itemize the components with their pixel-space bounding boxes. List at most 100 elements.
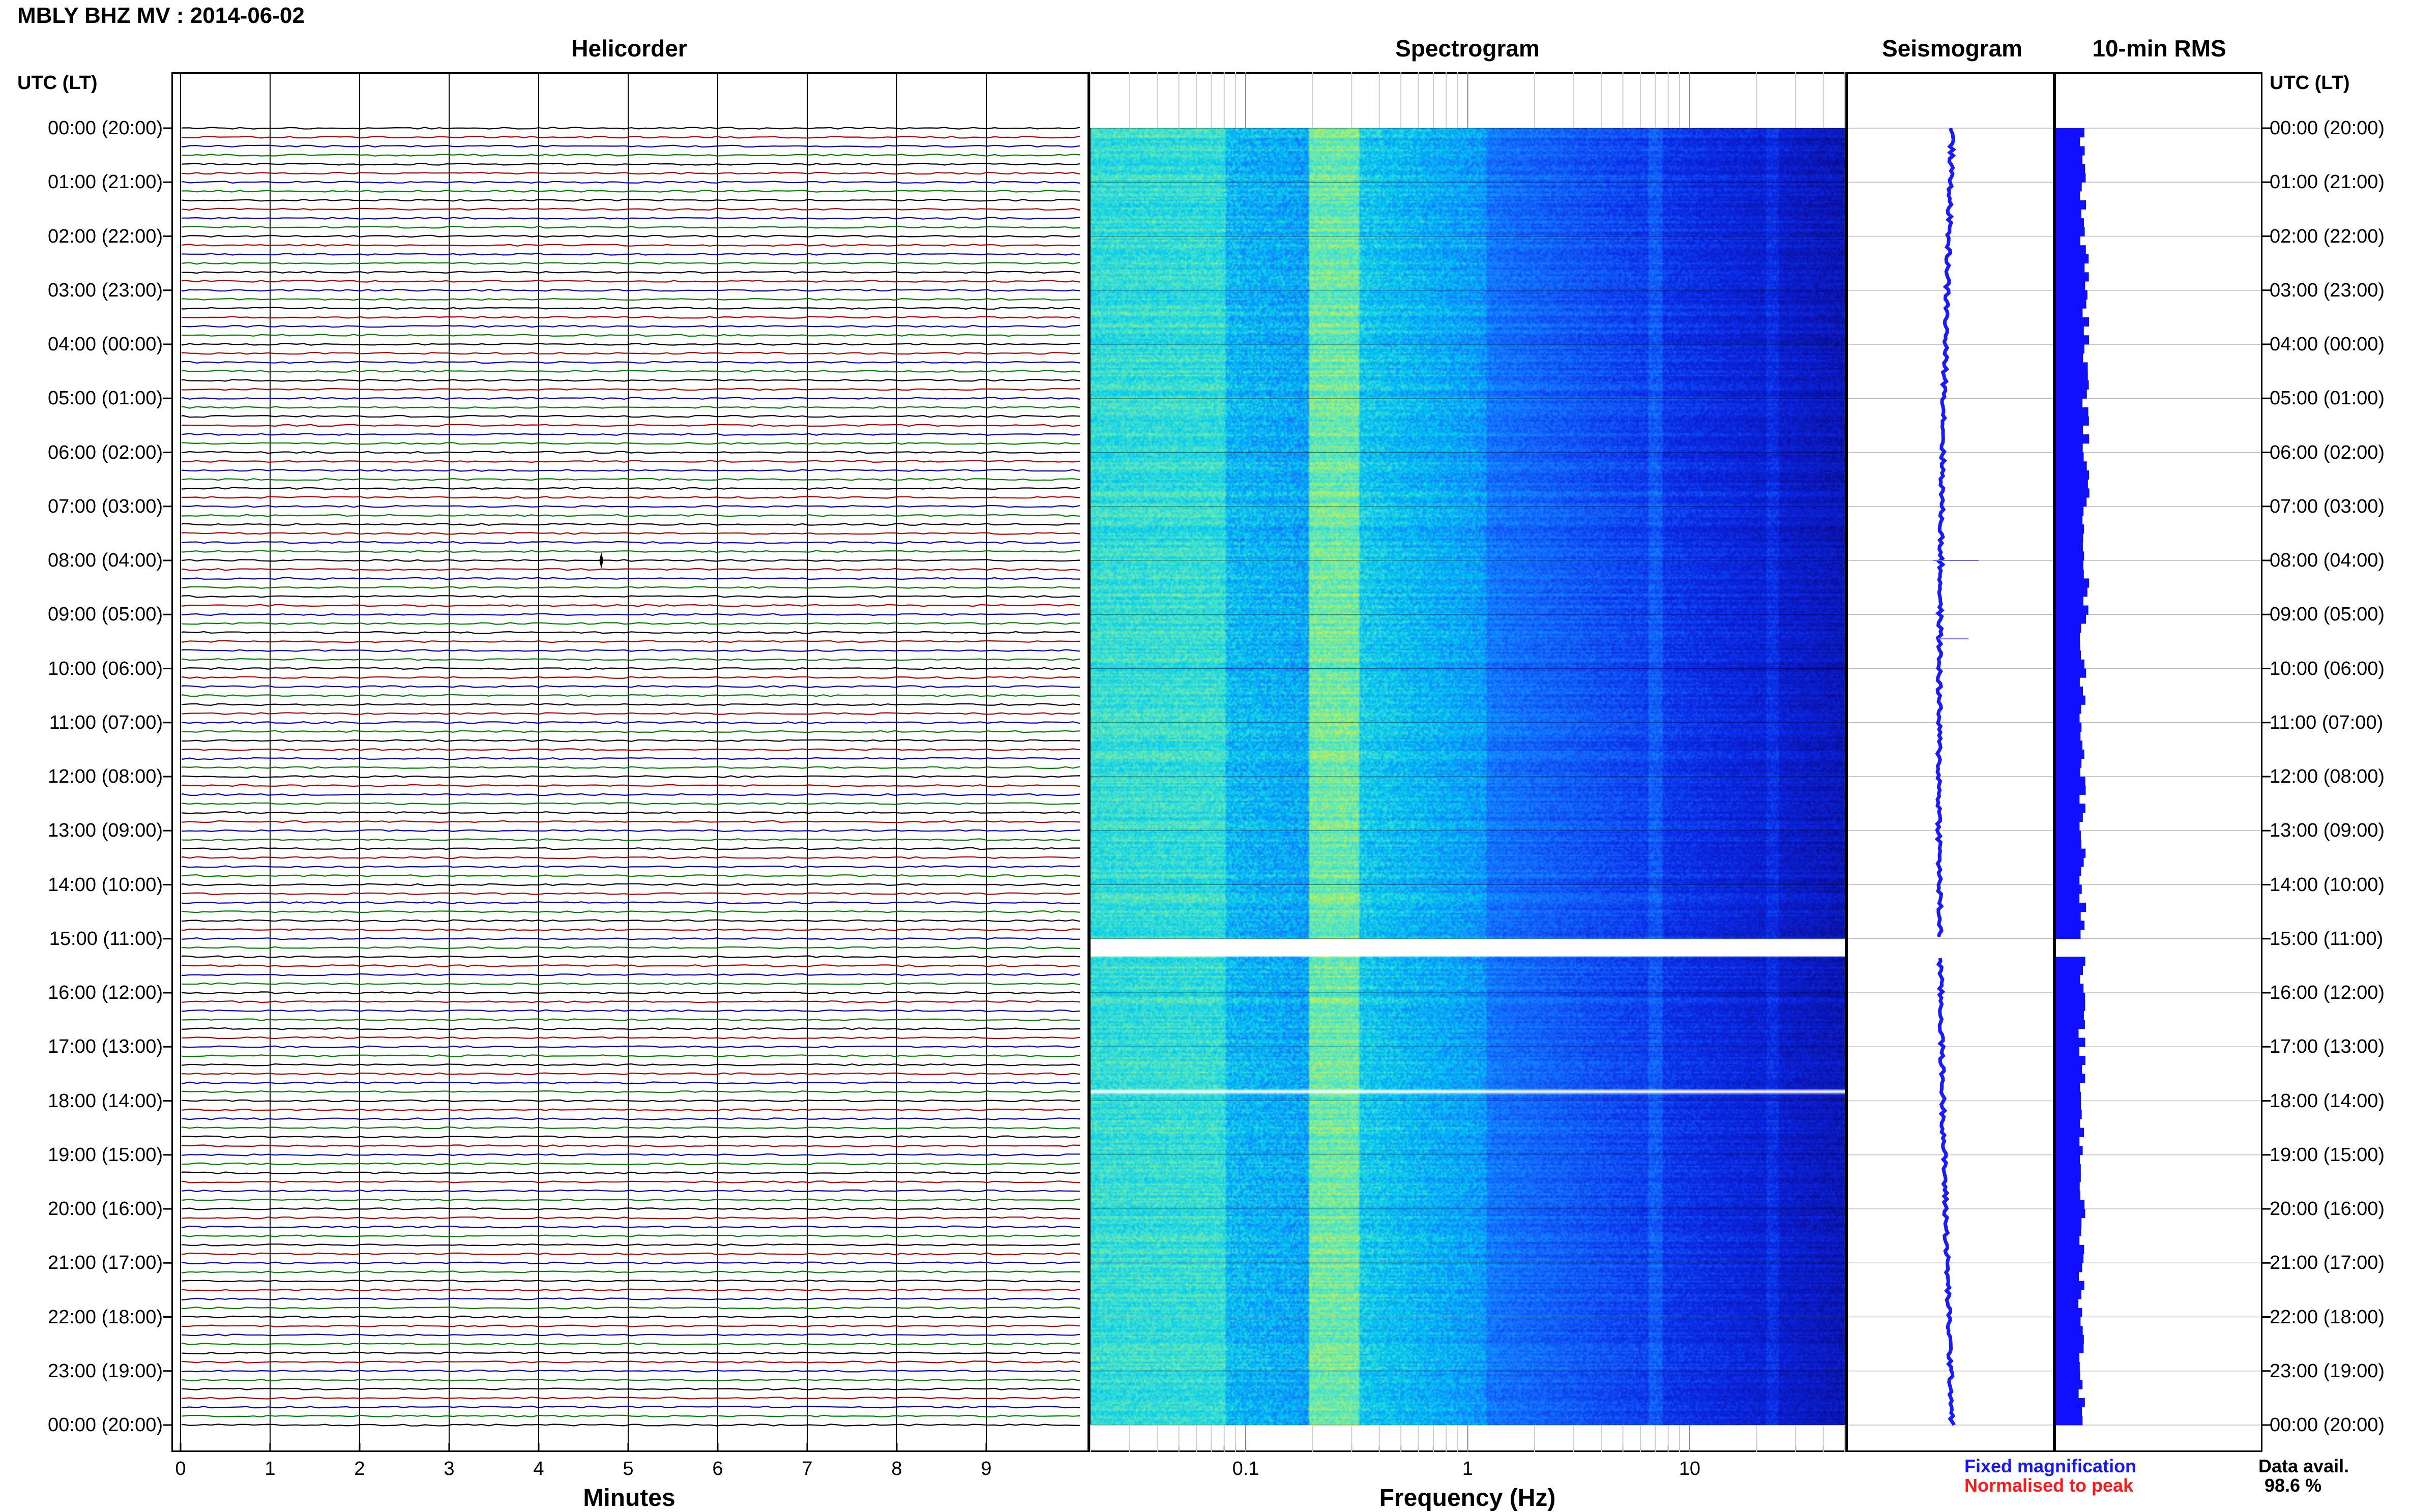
rms-bar [2056, 1299, 2079, 1309]
time-label-left: 14:00 (10:00) [47, 874, 163, 896]
time-label-right: 19:00 (15:00) [2270, 1144, 2385, 1166]
rms-bar [2056, 1191, 2080, 1200]
helicorder-trace [181, 982, 1080, 986]
helicorder-trace [181, 334, 1080, 337]
rms-bar [2056, 1154, 2080, 1164]
rms-bar [2056, 614, 2086, 624]
helicorder-title: Helicorder [571, 35, 687, 62]
rms-bar [2056, 344, 2084, 354]
helicorder-trace [181, 351, 1080, 355]
time-label-right: 04:00 (00:00) [2270, 334, 2385, 355]
rms-bar [2056, 1271, 2079, 1282]
rms-bar [2056, 443, 2083, 453]
helicorder-trace [181, 865, 1080, 868]
rms-bar [2056, 1353, 2080, 1362]
rms-bar [2056, 353, 2083, 363]
rms-bar [2056, 1101, 2081, 1110]
rms-bar [2056, 335, 2090, 345]
helicorder-trace [181, 397, 1080, 400]
rms-bar [2056, 911, 2081, 921]
legend-normalised-to-peak: Normalised to peak [1964, 1475, 2134, 1496]
time-label-right: 12:00 (08:00) [2270, 766, 2385, 787]
rms-bar [2056, 722, 2082, 732]
rms-bar [2056, 407, 2089, 417]
helicorder-trace [181, 1225, 1080, 1229]
helicorder-trace [181, 1243, 1080, 1247]
spectrogram-title: Spectrogram [1395, 35, 1540, 62]
rms-bar [2056, 497, 2087, 507]
time-label-left: 07:00 (03:00) [47, 495, 163, 517]
helicorder-trace [181, 811, 1080, 814]
rms-bar [2056, 1281, 2084, 1290]
rms-bar [2056, 1236, 2080, 1246]
helicorder-trace [181, 1018, 1080, 1021]
rms-bar [2056, 236, 2080, 246]
helicorder-trace [181, 1378, 1080, 1382]
rms-bar [2056, 1118, 2080, 1129]
rms-bar [2056, 1011, 2084, 1020]
rms-bar [2056, 1407, 2082, 1416]
helicorder-trace [181, 1297, 1080, 1300]
rms-bar [2056, 894, 2080, 903]
helicorder-trace [181, 676, 1080, 679]
rms-bar [2056, 587, 2087, 597]
helicorder-trace [181, 414, 1080, 418]
rms-bar [2056, 389, 2087, 399]
helicorder-trace [181, 1315, 1080, 1319]
rms-bar [2056, 749, 2084, 759]
time-label-right: 11:00 (07:00) [2270, 711, 2384, 733]
rms-bar [2056, 1362, 2080, 1372]
helicorder-trace [181, 478, 1080, 481]
rms-bar [2056, 164, 2085, 174]
helicorder-trace [182, 991, 1080, 994]
helicorder-trace [181, 973, 1080, 976]
rms-bar [2056, 227, 2085, 236]
rms-bar [2056, 650, 2081, 660]
rms-bar [2056, 470, 2090, 480]
helicorder-trace [181, 1351, 1080, 1355]
rms-bar [2056, 1200, 2085, 1209]
rms-bar [2056, 659, 2084, 669]
rms-bar [2056, 758, 2082, 768]
helicorder-x-tick-label: 2 [354, 1458, 365, 1479]
rms-bar [2056, 686, 2083, 696]
time-label-left: 00:00 (20:00) [47, 1414, 163, 1436]
time-label-right: 20:00 (16:00) [2270, 1198, 2385, 1220]
helicorder-trace [181, 1144, 1080, 1147]
helicorder-trace [181, 577, 1080, 580]
time-label-left: 23:00 (19:00) [47, 1360, 163, 1382]
rms-bar [2056, 1164, 2081, 1173]
helicorder-trace [181, 1405, 1080, 1409]
helicorder-trace [181, 1333, 1080, 1337]
helicorder-trace [181, 307, 1080, 310]
rms-bar [2056, 632, 2080, 642]
rms-bar [2056, 137, 2080, 146]
rms-bar [2056, 857, 2084, 867]
helicorder-trace [181, 604, 1080, 607]
rms-bar [2056, 812, 2083, 822]
helicorder-trace [181, 244, 1080, 247]
helicorder-trace [181, 946, 1080, 950]
time-label-left: 00:00 (20:00) [47, 117, 163, 139]
helicorder-trace [181, 1117, 1080, 1120]
helicorder-trace [181, 1288, 1080, 1292]
rms-bar [2056, 1244, 2084, 1255]
helicorder-trace [181, 1180, 1080, 1183]
helicorder-trace [181, 1027, 1080, 1030]
helicorder-trace [181, 559, 1080, 562]
rms-bar [2056, 1037, 2085, 1047]
utc-label-right: UTC (LT) [2270, 72, 2350, 94]
rms-bar [2056, 767, 2080, 777]
rms-bar [2056, 425, 2083, 435]
time-label-left: 13:00 (09:00) [47, 820, 163, 842]
helicorder-trace [181, 1036, 1080, 1040]
helicorder-trace [181, 793, 1080, 796]
rms-bar [2056, 524, 2084, 534]
helicorder-trace [181, 370, 1080, 373]
rms-bar [2056, 993, 2085, 1002]
rms-bar [2056, 623, 2081, 633]
helicorder-trace [181, 1171, 1080, 1174]
rms-bar [2056, 416, 2089, 426]
rms-panel [2054, 72, 2262, 1452]
helicorder-trace [181, 847, 1080, 850]
